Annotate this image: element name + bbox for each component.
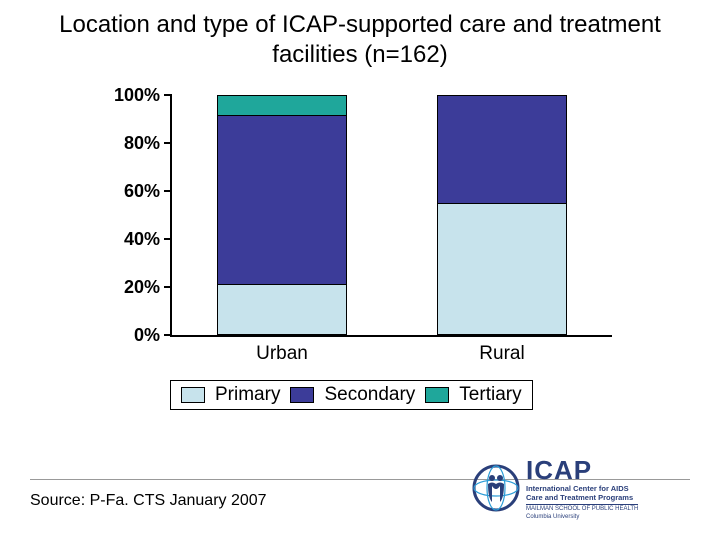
legend-label-tertiary: Tertiary bbox=[459, 384, 521, 406]
seg-urban-tertiary bbox=[218, 96, 346, 115]
ylabel: 20% bbox=[100, 277, 160, 298]
seg-rural-secondary bbox=[438, 96, 566, 203]
logo-line1: International Center for AIDS bbox=[526, 485, 638, 493]
bar-rural bbox=[437, 95, 567, 335]
xlabel-rural: Rural bbox=[437, 343, 567, 365]
ylabel: 60% bbox=[100, 181, 160, 202]
logo-line4: Columbia University bbox=[526, 514, 638, 520]
ylabel: 100% bbox=[100, 85, 160, 106]
seg-urban-secondary bbox=[218, 115, 346, 284]
ytick bbox=[164, 94, 172, 96]
icap-logo: ICAP International Center for AIDS Care … bbox=[472, 458, 692, 518]
swatch-secondary bbox=[290, 387, 314, 403]
icap-logo-icon bbox=[472, 464, 520, 512]
ytick bbox=[164, 286, 172, 288]
source-text: Source: P-Fa. CTS January 2007 bbox=[30, 492, 267, 510]
ylabel: 80% bbox=[100, 133, 160, 154]
ylabel: 40% bbox=[100, 229, 160, 250]
legend: Primary Secondary Tertiary bbox=[170, 380, 533, 410]
logo-line3: MAILMAN SCHOOL OF PUBLIC HEALTH bbox=[526, 504, 638, 512]
ytick bbox=[164, 334, 172, 336]
logo-acronym: ICAP bbox=[526, 457, 638, 483]
seg-rural-primary bbox=[438, 203, 566, 334]
chart-title: Location and type of ICAP-supported care… bbox=[30, 10, 690, 70]
bar-urban bbox=[217, 95, 347, 335]
ytick bbox=[164, 238, 172, 240]
slide: Location and type of ICAP-supported care… bbox=[0, 0, 720, 540]
title-line-1: Location and type of ICAP-supported care… bbox=[59, 11, 661, 38]
swatch-primary bbox=[181, 387, 205, 403]
seg-urban-primary bbox=[218, 284, 346, 334]
ylabel: 0% bbox=[100, 325, 160, 346]
stacked-bar-chart: Urban Rural 0% 20% 40% 60% 80% 100% Prim… bbox=[90, 95, 610, 395]
xlabel-urban: Urban bbox=[217, 343, 347, 365]
swatch-tertiary bbox=[425, 387, 449, 403]
logo-text: ICAP International Center for AIDS Care … bbox=[526, 457, 638, 520]
logo-line2: Care and Treatment Programs bbox=[526, 494, 638, 502]
legend-label-primary: Primary bbox=[215, 384, 280, 406]
plot-area: Urban Rural bbox=[170, 95, 612, 337]
ytick bbox=[164, 190, 172, 192]
title-line-2: facilities (n=162) bbox=[272, 41, 447, 68]
legend-label-secondary: Secondary bbox=[324, 384, 415, 406]
ytick bbox=[164, 142, 172, 144]
